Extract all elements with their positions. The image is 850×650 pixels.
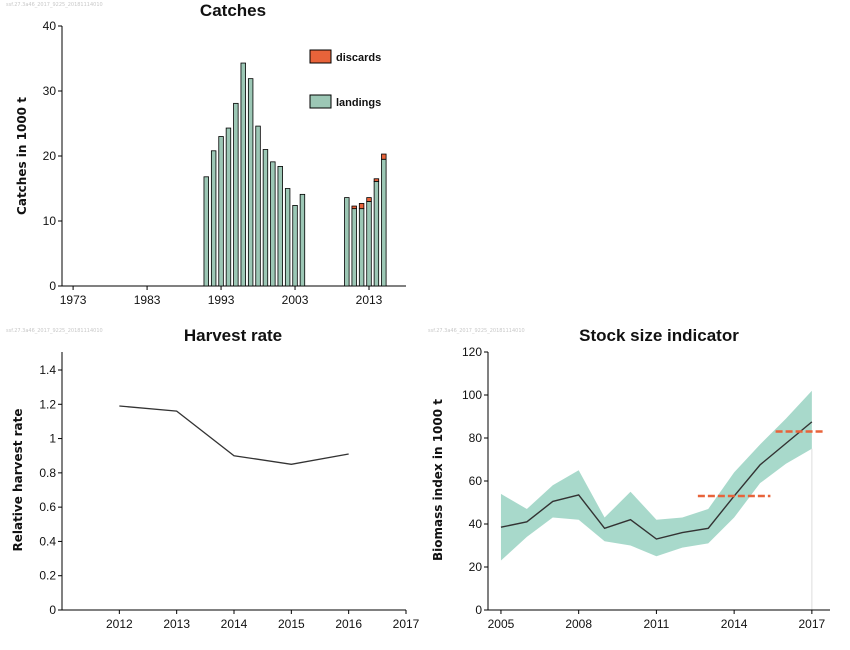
stock-series: [500, 421, 813, 540]
harvest-rate-line: [119, 405, 349, 465]
catches-x-tick-label: 1973: [60, 293, 87, 307]
stock-y-tick-label: 0: [475, 603, 482, 617]
harvest-watermark: ssf.27.3a46_2017_9225_20181114010: [6, 328, 103, 334]
harvest-x-tick-label: 2017: [393, 617, 420, 631]
legend-swatch-landings: [309, 94, 332, 109]
harvest-y-tick-label: 0.2: [39, 569, 56, 583]
discards-bar: [373, 178, 380, 182]
stock-y-tick-label: 80: [469, 431, 483, 445]
landings-bar: [233, 102, 239, 287]
catches-y-tick-label: 10: [43, 214, 57, 228]
discards-bar: [381, 153, 387, 160]
harvest-x-tick-label: 2013: [163, 617, 190, 631]
harvest-y-tick-label: 1.2: [39, 397, 56, 411]
stock-y-axis-label: Biomass index in 1000 t: [431, 399, 445, 561]
catches-y-ticks: 0 10 20 30 40: [43, 19, 62, 293]
landings-bar: [277, 165, 283, 287]
catches-x-tick-label: 1983: [134, 293, 161, 307]
landings-bar: [351, 208, 357, 287]
stock-y-tick-label: 60: [469, 474, 483, 488]
catches-watermark: ssf.27.3a46_2017_9225_20181114010: [6, 2, 103, 8]
landings-bar: [299, 193, 306, 287]
stock-x-ticks: 2005 2008 2011 2014 2017: [488, 610, 826, 631]
harvest-y-tick-label: 0.8: [39, 466, 56, 480]
harvest-y-tick-label: 1: [49, 432, 56, 446]
catches-y-tick-label: 0: [49, 279, 56, 293]
landings-bar: [373, 180, 380, 287]
discards-bar: [358, 203, 365, 210]
landings-bar: [381, 158, 387, 287]
harvest-x-tick-label: 2012: [106, 617, 133, 631]
harvest-x-ticks: 2012 2013 2014 2015 2016 2017: [106, 610, 420, 631]
catches-y-tick-label: 30: [43, 84, 57, 98]
stock-size-chart: ssf.27.3a46_2017_9225_20181114010 Stock …: [428, 326, 830, 631]
catches-y-axis-label: Catches in 1000 t: [15, 97, 29, 215]
harvest-y-tick-label: 0.6: [39, 500, 56, 514]
catches-chart: ssf.27.3a46_2017_9225_20181114010 Catche…: [6, 1, 406, 307]
legend-label-discards: discards: [336, 52, 381, 64]
landings-bar: [240, 62, 246, 287]
legend-label-landings: landings: [336, 97, 381, 109]
stock-y-tick-label: 100: [462, 388, 482, 402]
catches-x-ticks: 1973 1983 1993 2003 2013: [60, 286, 383, 307]
stock-title: Stock size indicator: [579, 326, 739, 345]
landings-bar: [203, 176, 209, 287]
landings-bar: [262, 149, 269, 287]
landings-bar: [292, 204, 298, 287]
landings-bar: [225, 127, 232, 287]
stock-trigger-lines: [697, 430, 825, 498]
confidence-band-area: [500, 390, 812, 561]
stock-y-tick-label: 40: [469, 517, 483, 531]
stock-y-ticks: 0 20 40 60 80 100 120: [462, 345, 488, 617]
harvest-x-tick-label: 2014: [221, 617, 248, 631]
stock-x-tick-label: 2008: [565, 617, 592, 631]
catches-y-tick-label: 20: [43, 149, 57, 163]
landings-bar: [218, 136, 224, 287]
catches-x-tick-label: 2013: [356, 293, 383, 307]
harvest-y-tick-label: 1.4: [39, 363, 56, 377]
landings-bar: [366, 201, 372, 287]
stock-x-tick-label: 2011: [644, 617, 670, 631]
harvest-y-tick-label: 0.4: [39, 534, 56, 548]
harvest-series: [119, 405, 349, 465]
stock-x-tick-label: 2017: [799, 617, 826, 631]
landings-bar: [210, 150, 217, 287]
stock-x-tick-label: 2005: [488, 617, 515, 631]
stock-y-tick-label: 120: [462, 345, 482, 359]
landings-bar: [284, 188, 291, 287]
catches-x-tick-label: 1993: [208, 293, 235, 307]
catches-bars: [203, 62, 387, 287]
harvest-rate-chart: ssf.27.3a46_2017_9225_20181114010 Harves…: [6, 326, 420, 631]
catches-x-tick-label: 2003: [282, 293, 309, 307]
catches-legend: discards landings: [309, 49, 381, 109]
stock-y-tick-label: 20: [469, 560, 483, 574]
catches-title: Catches: [200, 1, 266, 20]
harvest-x-tick-label: 2015: [278, 617, 305, 631]
harvest-y-ticks: 0 0.2 0.4 0.6 0.8 1 1.2 1.4: [39, 363, 62, 617]
discards-bar: [351, 205, 357, 210]
stock-x-tick-label: 2014: [721, 617, 748, 631]
harvest-y-axis-label: Relative harvest rate: [11, 408, 25, 551]
biomass-index-line: [500, 421, 813, 540]
stock-watermark: ssf.27.3a46_2017_9225_20181114010: [428, 328, 525, 334]
harvest-x-tick-label: 2016: [335, 617, 362, 631]
discards-bar: [366, 197, 372, 202]
catches-y-tick-label: 40: [43, 19, 57, 33]
harvest-y-tick-label: 0: [49, 603, 56, 617]
landings-bar: [247, 78, 254, 287]
stock-confidence-band: [500, 390, 813, 610]
landings-bar: [255, 125, 261, 287]
legend-swatch-discards: [309, 49, 332, 64]
landings-bar: [270, 161, 276, 287]
harvest-title: Harvest rate: [184, 326, 282, 345]
landings-bar: [358, 208, 365, 287]
landings-bar: [344, 197, 350, 287]
